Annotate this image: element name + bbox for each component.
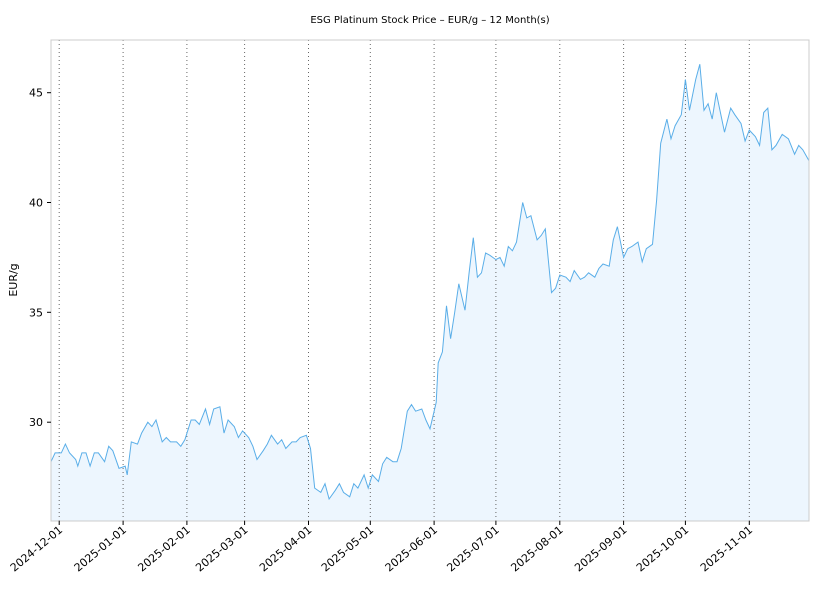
y-tick-label: 30 (29, 416, 43, 429)
y-tick-label: 40 (29, 197, 43, 210)
x-tick-label: 2025-08-01 (508, 523, 565, 574)
x-tick-label: 2025-11-01 (698, 523, 755, 574)
x-tick-label: 2025-02-01 (135, 523, 192, 574)
x-tick-label: 2025-01-01 (72, 523, 129, 574)
y-axis-label: EUR/g (7, 263, 20, 296)
y-tick-label: 45 (29, 87, 43, 100)
x-tick-label: 2025-09-01 (572, 523, 629, 574)
x-tick-label: 2025-06-01 (383, 523, 440, 574)
chart-title: ESG Platinum Stock Price – EUR/g – 12 Mo… (310, 15, 549, 26)
x-tick-label: 2025-03-01 (193, 523, 250, 574)
x-tick-label: 2025-05-01 (319, 523, 376, 574)
x-tick-label: 2025-04-01 (257, 523, 314, 574)
x-tick-label: 2024-12-01 (8, 523, 65, 574)
x-tick-label: 2025-10-01 (634, 523, 691, 574)
x-tick-label: 2025-07-01 (444, 523, 501, 574)
plot-frame (50, 39, 810, 522)
y-tick-label: 35 (29, 306, 43, 319)
price-area-fill (51, 64, 809, 521)
price-line (50, 64, 810, 501)
